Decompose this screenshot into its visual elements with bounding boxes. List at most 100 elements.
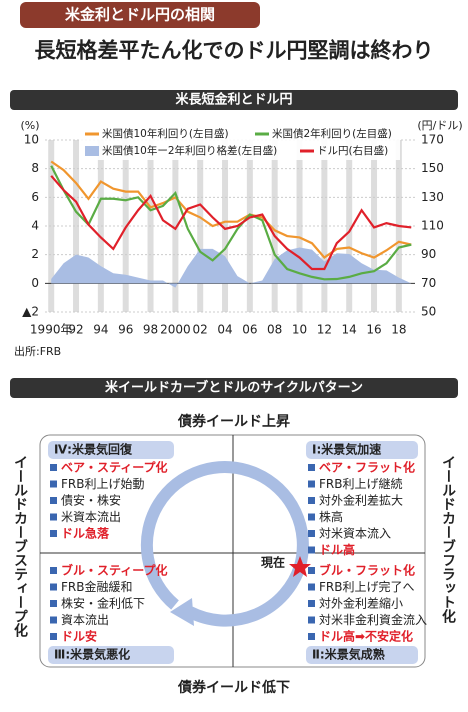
quadrant-item: ドル高: [319, 542, 355, 557]
y-label: (%): [20, 119, 39, 132]
quadrant-item: ブル・スティープ化: [61, 563, 168, 578]
x-tick-label: 18: [391, 323, 406, 337]
legend-label: ドル円(右目盛): [317, 144, 388, 157]
quadrant-item: FRB利上げ完了へ: [319, 579, 414, 594]
legend-label: 米国債10年利回り(左目盛): [102, 127, 229, 140]
y-tick-label: 4: [31, 219, 39, 233]
x-tick-label: 2000: [160, 323, 191, 337]
quadrant-heading: Ⅲ:米景気悪化: [54, 647, 130, 662]
line: [50, 165, 412, 281]
axis-left: イールドカーブスティープ化: [12, 455, 28, 638]
y-tick-label: 0: [31, 276, 39, 290]
quadrant-item: 債安・株安: [61, 493, 121, 508]
y2-tick-label: 50: [421, 305, 436, 319]
x-tick-label: 10: [292, 323, 307, 337]
y-tick-label: ▲2: [22, 305, 39, 319]
line: [50, 175, 412, 271]
y-tick-label: 6: [31, 190, 39, 204]
quadrant-item: FRB金融緩和: [61, 579, 132, 594]
quadrant-item: 株高: [319, 509, 343, 524]
y2-tick-label: 150: [421, 161, 444, 175]
axis-right: イールドカーブフラット化: [440, 455, 456, 624]
y2-tick-label: 90: [421, 247, 436, 261]
bullet: [308, 480, 315, 488]
x-tick-label: 94: [93, 323, 108, 337]
bullet: [50, 530, 57, 537]
x-tick-label: 96: [118, 323, 133, 337]
bullet: [308, 530, 315, 537]
bullet: [308, 546, 315, 554]
quadrant-heading-bg: [306, 441, 418, 459]
bullet: [308, 513, 315, 521]
quadrant-item: ドル高➡不安定化: [319, 629, 413, 644]
quadrant-item: ドル安: [61, 629, 97, 644]
quadrant-item: 対米資本流入: [319, 527, 391, 541]
headline: 長短格差平たん化でのドル円堅調は終わり: [35, 38, 434, 63]
bullet: [308, 464, 315, 471]
y2-label: (円/ドル): [417, 119, 462, 132]
x-tick-label: 04: [217, 323, 232, 337]
arrow-head: [170, 598, 194, 626]
quadrant-item: ベア・フラット化: [319, 460, 415, 475]
y2-tick-label: 130: [421, 190, 444, 204]
quadrant-heading: Ⅰ:米景気加速: [312, 442, 381, 457]
y-tick-label: 10: [24, 133, 39, 147]
quadrant-item: ブル・フラット化: [319, 563, 415, 578]
quadrant-heading-bg: [306, 646, 418, 664]
quadrant-heading: Ⅳ:米景気回復: [54, 442, 133, 457]
bullet: [308, 633, 315, 640]
bullet: [50, 633, 57, 640]
bullet: [50, 464, 57, 471]
cycle-arrow: [140, 461, 309, 610]
bullet: [308, 567, 315, 574]
axis-top: 債券イールド上昇: [177, 413, 290, 430]
x-tick-label: 98: [143, 323, 158, 337]
y2-tick-label: 170: [421, 133, 444, 147]
tag-bg: [20, 2, 260, 28]
x-tick-label: 92: [68, 323, 83, 337]
y-tick-label: 8: [31, 161, 39, 175]
diagram-title: 米イールドカーブとドルのサイクルパターン: [105, 380, 363, 396]
current-label: 現在: [261, 555, 285, 570]
quadrant-item: ドル急落: [61, 526, 110, 541]
line: [50, 160, 412, 259]
cycle-arrow-lower: [187, 564, 306, 627]
x-tick-label: 14: [342, 323, 357, 337]
quadrant-heading-bg: [48, 441, 174, 459]
legend-label: 米国債10年ー2年利回り格差(左目盛): [102, 144, 277, 157]
x-tick-label: 1990年: [30, 323, 73, 337]
x-tick-label: 16: [366, 323, 381, 337]
quadrant-heading: Ⅱ:米景気成熟: [312, 647, 385, 662]
quadrant-item: 株安・金利低下: [61, 596, 145, 611]
quadrant-item: 対外金利差拡大: [319, 493, 403, 508]
legend-swatch: [85, 146, 99, 156]
legend-label: 米国債2年利回り(左目盛): [272, 127, 392, 140]
x-tick-label: 02: [193, 323, 208, 337]
axis-bottom: 債券イールド低下: [177, 679, 290, 696]
quadrant-heading-bg: [48, 646, 174, 664]
quadrant-item: 米資本流出: [61, 510, 121, 524]
x-tick-label: 08: [267, 323, 282, 337]
current-star: [289, 556, 311, 577]
bullet: [50, 567, 57, 574]
legend-box: [80, 126, 400, 160]
x-tick-label: 12: [317, 323, 332, 337]
bullet: [50, 600, 57, 607]
source: 出所:FRB: [14, 344, 61, 358]
bullet: [50, 616, 57, 624]
diagram-title-bar: [10, 378, 458, 398]
x-tick-label: 06: [242, 323, 257, 337]
bullet: [308, 497, 315, 504]
area: [51, 247, 412, 288]
bullet: [308, 583, 315, 591]
quadrant-item: ベア・スティープ化: [61, 460, 168, 475]
chart-title: 米長短金利とドル円: [175, 92, 292, 108]
quadrant-item: FRB利上げ継続: [319, 476, 402, 491]
bullet: [50, 513, 57, 521]
bullet: [50, 583, 57, 591]
chart-title-bar: [10, 90, 458, 110]
bullet: [50, 497, 57, 504]
quadrant-item: 資本流出: [61, 613, 109, 627]
quadrant-item: 対米非金利資金流入: [319, 612, 427, 627]
